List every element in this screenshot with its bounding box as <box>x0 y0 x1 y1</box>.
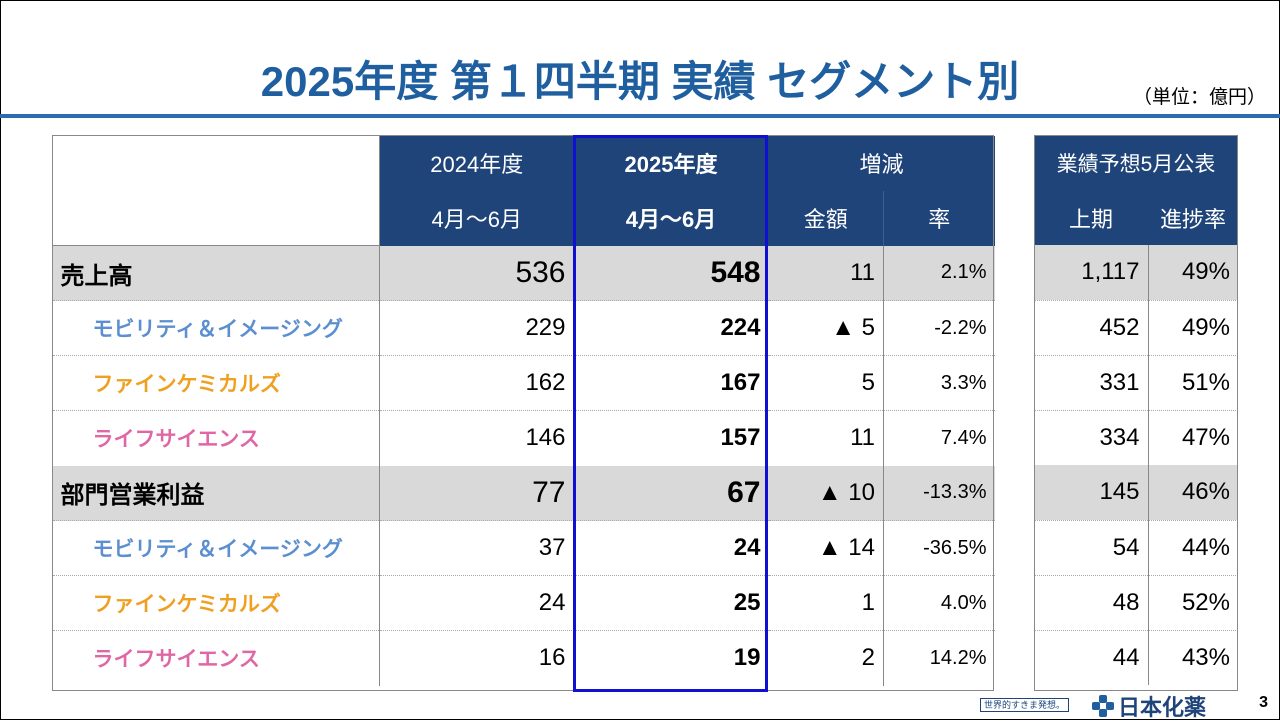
row-label: 売上高 <box>52 245 380 301</box>
table-row-profit-mobility: モビリティ＆イメージング 37 24 ▲ 14 -36.5% <box>52 520 995 576</box>
row-label: 部門営業利益 <box>52 465 380 521</box>
cell-curr: 67 <box>573 465 769 521</box>
cell-progress: 44% <box>1147 519 1238 575</box>
cell-rate: 2.1% <box>883 245 995 301</box>
cell-curr: 157 <box>573 410 769 466</box>
header-prev-year: 2024年度 <box>379 135 574 191</box>
table-row-sales: 売上高 536 548 11 2.1% <box>52 245 995 301</box>
cell-amount: 11 <box>768 245 884 301</box>
table-row-profit-fine: ファインケミカルズ 24 25 1 4.0% <box>52 575 995 631</box>
cell-first-half: 48 <box>1034 574 1148 630</box>
cell-prev: 146 <box>379 410 574 466</box>
header-curr-year: 2025年度 <box>573 135 769 191</box>
forecast-row-profit-life: 44 43% <box>1034 629 1238 685</box>
forecast-row-profit-fine: 48 52% <box>1034 574 1238 630</box>
table-row-operating-profit: 部門営業利益 77 67 ▲ 10 -13.3% <box>52 465 995 521</box>
cell-rate: 3.3% <box>883 355 995 411</box>
cell-rate: 14.2% <box>883 630 995 686</box>
cell-amount: 1 <box>768 575 884 631</box>
cell-progress: 46% <box>1147 465 1238 520</box>
cell-curr: 224 <box>573 300 769 356</box>
cell-prev: 24 <box>379 575 574 631</box>
title-rule <box>0 114 1280 118</box>
cell-amount: 5 <box>768 355 884 411</box>
header-first-half: 上期 <box>1034 190 1148 245</box>
cell-progress: 51% <box>1147 354 1238 410</box>
cell-rate: -13.3% <box>883 465 995 521</box>
cell-prev: 77 <box>379 465 574 521</box>
forecast-row-sales-life: 334 47% <box>1034 409 1238 465</box>
cell-amount: 11 <box>768 410 884 466</box>
cell-first-half: 452 <box>1034 299 1148 355</box>
cell-progress: 49% <box>1147 299 1238 355</box>
cell-amount: ▲ 14 <box>768 520 884 576</box>
row-label: モビリティ＆イメージング <box>52 520 380 576</box>
unit-note: （単位：億円） <box>1132 87 1266 108</box>
cell-first-half: 145 <box>1034 465 1148 520</box>
cell-curr: 548 <box>573 245 769 301</box>
table-row-sales-mobility: モビリティ＆イメージング 229 224 ▲ 5 -2.2% <box>52 300 995 356</box>
cell-amount: ▲ 10 <box>768 465 884 521</box>
cell-rate: -36.5% <box>883 520 995 576</box>
cell-prev: 162 <box>379 355 574 411</box>
forecast-row-sales: 1,117 49% <box>1034 245 1238 300</box>
row-label: ファインケミカルズ <box>52 355 380 411</box>
company-tagline: 世界的すきま発想。 <box>980 698 1070 712</box>
cell-first-half: 334 <box>1034 409 1148 465</box>
row-label: ライフサイエンス <box>52 630 380 686</box>
cell-progress: 47% <box>1147 409 1238 465</box>
company-logo: 日本化薬 <box>1092 690 1206 722</box>
cell-curr: 167 <box>573 355 769 411</box>
cell-progress: 49% <box>1147 245 1238 300</box>
cell-progress: 52% <box>1147 574 1238 630</box>
header-progress: 進捗率 <box>1148 190 1238 245</box>
table-row-sales-fine: ファインケミカルズ 162 167 5 3.3% <box>52 355 995 411</box>
table-row-profit-life: ライフサイエンス 16 19 2 14.2% <box>52 630 995 686</box>
slide-title: 2025年度 第１四半期 実績 セグメント別 <box>260 58 1020 105</box>
cell-prev: 229 <box>379 300 574 356</box>
forecast-table: 業績予想5月公表 上期 進捗率 1,117 49% 452 49% 331 51… <box>1034 135 1238 685</box>
header-blank-cell <box>52 135 380 246</box>
cell-rate: 7.4% <box>883 410 995 466</box>
cell-rate: -2.2% <box>883 300 995 356</box>
cell-prev: 37 <box>379 520 574 576</box>
cell-prev: 536 <box>379 245 574 301</box>
results-table: 2024年度 2025年度 増減 4月～6月 4月～6月 金額 率 売上高 53… <box>52 135 995 686</box>
forecast-row-sales-mobility: 452 49% <box>1034 299 1238 355</box>
header-amount: 金額 <box>768 190 884 246</box>
row-label: ライフサイエンス <box>52 410 380 466</box>
row-label: ファインケミカルズ <box>52 575 380 631</box>
cell-first-half: 1,117 <box>1034 245 1148 300</box>
row-label: モビリティ＆イメージング <box>52 300 380 356</box>
cell-curr: 19 <box>573 630 769 686</box>
forecast-row-operating-profit: 145 46% <box>1034 465 1238 520</box>
cell-curr: 25 <box>573 575 769 631</box>
cell-first-half: 54 <box>1034 519 1148 575</box>
forecast-row-profit-mobility: 54 44% <box>1034 519 1238 575</box>
cell-amount: ▲ 5 <box>768 300 884 356</box>
cell-amount: 2 <box>768 630 884 686</box>
cell-curr: 24 <box>573 520 769 576</box>
header-rate: 率 <box>883 190 995 246</box>
header-prev-period: 4月～6月 <box>379 190 574 246</box>
logo-mark-icon <box>1092 695 1114 717</box>
cell-first-half: 44 <box>1034 629 1148 685</box>
forecast-row-sales-fine: 331 51% <box>1034 354 1238 410</box>
company-name: 日本化薬 <box>1118 695 1207 720</box>
table-row-sales-life: ライフサイエンス 146 157 11 7.4% <box>52 410 995 466</box>
header-forecast: 業績予想5月公表 <box>1034 135 1238 190</box>
header-curr-period: 4月～6月 <box>573 190 769 246</box>
cell-rate: 4.0% <box>883 575 995 631</box>
page-number: 3 <box>1259 694 1268 711</box>
cell-progress: 43% <box>1147 629 1238 685</box>
header-change: 増減 <box>768 135 995 191</box>
cell-prev: 16 <box>379 630 574 686</box>
cell-first-half: 331 <box>1034 354 1148 410</box>
